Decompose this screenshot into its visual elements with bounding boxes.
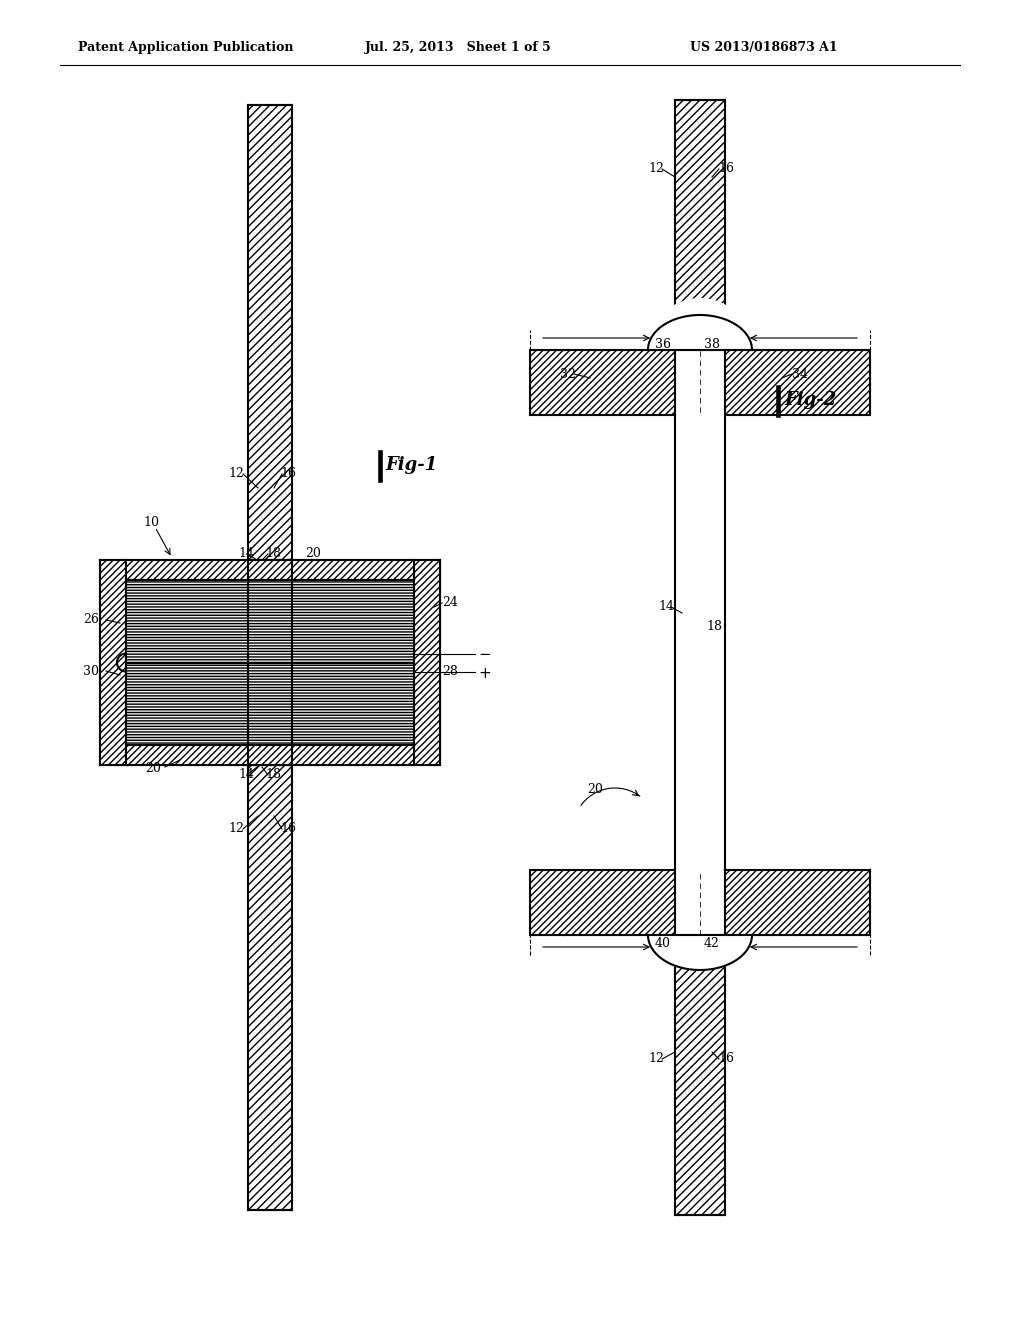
Text: 10: 10 — [143, 516, 159, 529]
Text: 36: 36 — [655, 338, 671, 351]
Text: 12: 12 — [648, 162, 664, 176]
Text: 42: 42 — [705, 937, 720, 950]
Text: Jul. 25, 2013   Sheet 1 of 5: Jul. 25, 2013 Sheet 1 of 5 — [365, 41, 552, 54]
Text: 26: 26 — [83, 612, 99, 626]
Text: 14: 14 — [238, 768, 254, 781]
Bar — [675, 100, 725, 350]
Text: Patent Application Publication: Patent Application Publication — [78, 41, 294, 54]
Text: 34: 34 — [792, 368, 808, 381]
Text: 24: 24 — [442, 597, 458, 609]
Bar — [100, 560, 126, 766]
Bar — [248, 766, 292, 1210]
Text: 16: 16 — [718, 1052, 734, 1065]
Text: 28: 28 — [442, 665, 458, 678]
Text: 16: 16 — [280, 822, 296, 836]
Bar — [725, 350, 870, 414]
Text: 20: 20 — [145, 762, 161, 775]
Text: −: − — [478, 647, 490, 663]
Text: 12: 12 — [228, 822, 244, 836]
Bar — [414, 560, 440, 766]
Wedge shape — [648, 298, 752, 350]
Bar — [248, 106, 292, 560]
Polygon shape — [648, 935, 752, 970]
Bar — [725, 870, 870, 935]
Text: 16: 16 — [718, 162, 734, 176]
Bar — [126, 744, 414, 766]
Text: 40: 40 — [655, 937, 671, 950]
Polygon shape — [675, 414, 725, 870]
Text: 14: 14 — [238, 546, 254, 560]
Bar — [675, 935, 725, 1214]
Polygon shape — [648, 315, 752, 350]
Text: 30: 30 — [83, 665, 99, 678]
Text: 38: 38 — [705, 338, 720, 351]
Text: 12: 12 — [228, 467, 244, 480]
Bar — [126, 663, 414, 744]
Text: 18: 18 — [265, 546, 281, 560]
Text: +: + — [478, 667, 490, 681]
Text: US 2013/0186873 A1: US 2013/0186873 A1 — [690, 41, 838, 54]
Bar — [530, 870, 675, 935]
Text: 14: 14 — [658, 601, 674, 612]
Text: 32: 32 — [560, 368, 575, 381]
Bar — [530, 350, 675, 414]
Text: 12: 12 — [648, 1052, 664, 1065]
Text: 20: 20 — [305, 546, 321, 560]
Text: 18: 18 — [265, 768, 281, 781]
Text: 18: 18 — [706, 620, 722, 634]
Text: Fig-2: Fig-2 — [784, 391, 837, 409]
Text: Fig-1: Fig-1 — [385, 455, 437, 474]
Bar — [126, 560, 414, 579]
Text: 16: 16 — [280, 467, 296, 480]
Text: 20: 20 — [587, 783, 603, 796]
Bar — [126, 579, 414, 663]
